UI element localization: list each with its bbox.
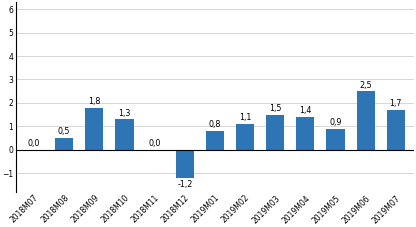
Bar [266, 115, 284, 150]
Text: 1,4: 1,4 [299, 106, 312, 115]
Bar [236, 124, 254, 150]
Bar [206, 131, 224, 150]
Bar [55, 138, 73, 150]
Bar [116, 119, 134, 150]
Bar [176, 150, 194, 178]
Text: -1,2: -1,2 [177, 180, 193, 189]
Text: 1,8: 1,8 [88, 97, 101, 106]
Bar [327, 129, 344, 150]
Text: 2,5: 2,5 [359, 81, 372, 89]
Bar [296, 117, 314, 150]
Text: 0,0: 0,0 [149, 139, 161, 148]
Text: 1,1: 1,1 [239, 113, 251, 122]
Text: 0,8: 0,8 [209, 120, 221, 129]
Text: 0,9: 0,9 [329, 118, 342, 127]
Text: 0,0: 0,0 [28, 139, 40, 148]
Bar [387, 110, 405, 150]
Bar [357, 91, 375, 150]
Bar [85, 108, 104, 150]
Text: 0,5: 0,5 [58, 127, 70, 136]
Text: 1,7: 1,7 [389, 99, 402, 108]
Text: 1,3: 1,3 [118, 109, 131, 118]
Text: 1,5: 1,5 [269, 104, 282, 113]
